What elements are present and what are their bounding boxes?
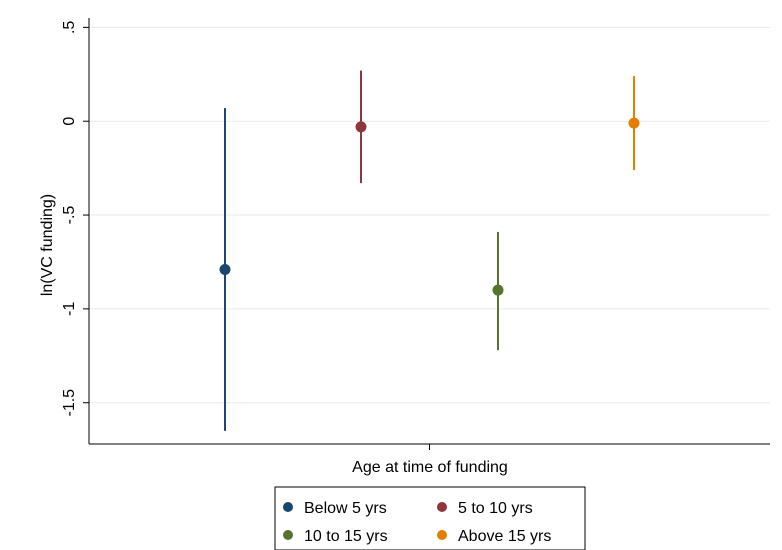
- point-estimate-1: [219, 263, 231, 275]
- series-marks: [219, 70, 640, 431]
- point-estimate-3: [492, 284, 504, 296]
- legend-marker-2: [437, 502, 447, 512]
- x-axis-title: Age at time of funding: [352, 459, 508, 476]
- point-estimate-2: [355, 121, 367, 133]
- y-tick-label: -.5: [61, 206, 78, 225]
- legend-marker-3: [283, 530, 293, 540]
- point-estimate-4: [628, 117, 640, 129]
- y-axis-title: ln(VC funding): [39, 194, 56, 296]
- legend: Below 5 yrs 5 to 10 yrs 10 to 15 yrs Above …: [274, 486, 586, 550]
- y-tick-label: .5: [61, 21, 78, 34]
- legend-label-3: 10 to 15 yrs: [304, 528, 388, 545]
- y-tick-label: 0: [61, 117, 78, 126]
- legend-marker-4: [437, 530, 447, 540]
- y-tick-label: -1: [61, 302, 78, 316]
- legend-label-2: 5 to 10 yrs: [458, 500, 533, 517]
- legend-label-4: Above 15 yrs: [458, 528, 551, 545]
- y-ticks: .5 0 -.5 -1 -1.5: [61, 21, 89, 417]
- legend-box: [274, 486, 586, 550]
- legend-marker-1: [283, 502, 293, 512]
- grid-lines: [89, 26, 770, 404]
- y-tick-label: -1.5: [61, 389, 78, 417]
- legend-label-1: Below 5 yrs: [304, 500, 387, 517]
